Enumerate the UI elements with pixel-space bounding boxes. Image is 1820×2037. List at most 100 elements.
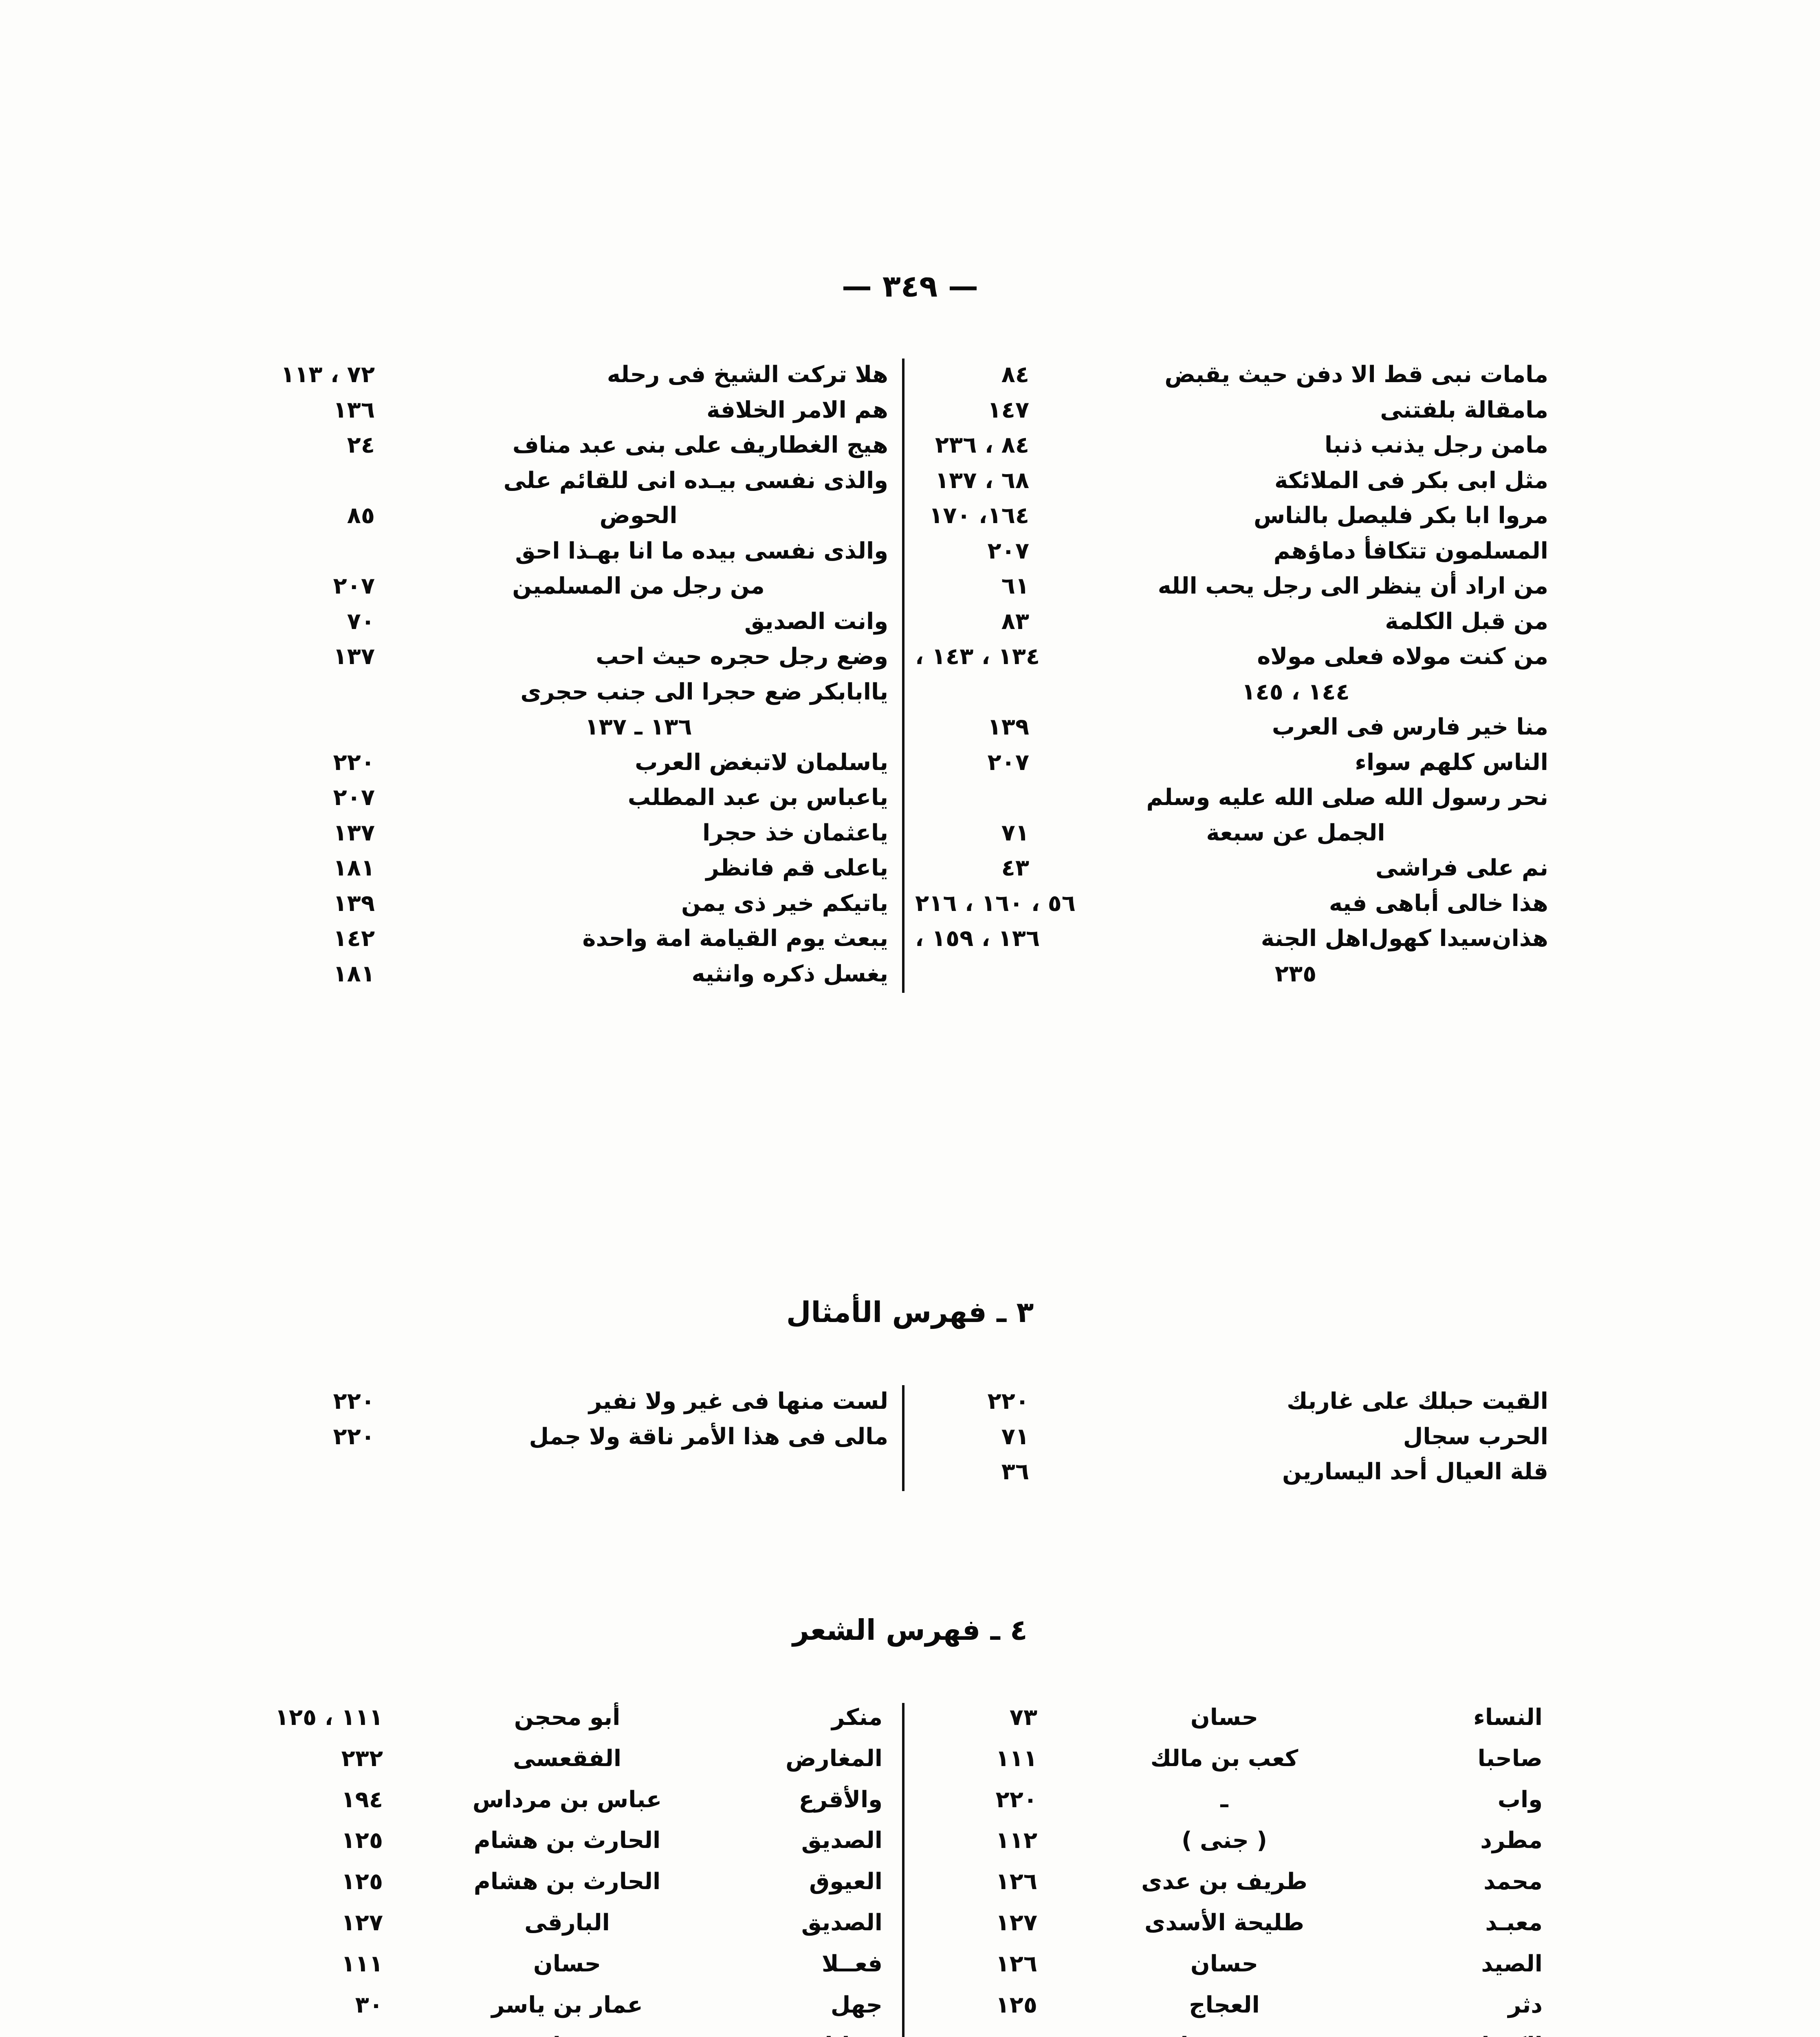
index-entry: والذى نفسى بيـده انى للقائم على	[261, 464, 888, 497]
poetry-entry-poet: طليحة الأسدى	[1144, 1909, 1304, 1936]
index-entry-continuation-text: الحوض	[599, 502, 678, 529]
index-entry: مامات نبى قط الا دفن حيث يقبض ٨٤	[915, 359, 1548, 391]
poetry-entry-rhyme: الصديق	[801, 1827, 882, 1854]
poetry-entry-poet: ـ	[1220, 1786, 1228, 1813]
poetry-entry-poet: حسان	[1190, 1950, 1259, 1977]
index-entry-text: الناس كلهم سواء	[1355, 749, 1548, 776]
poetry-entry-pages: ١٦٢	[261, 2031, 386, 2037]
index-entry: ياعثمان خذ حجرا ١٣٧	[261, 817, 888, 849]
index-entry-continuation: ١٣٦ ـ ١٣٧	[261, 711, 888, 744]
page-number: — ٣٤٩ —	[841, 269, 979, 304]
index-entry-text: المسلمون تتكافأ دماؤهم	[1273, 537, 1548, 564]
index-entry: ياابابكر ضع حجرا الى جنب حجرى	[261, 676, 888, 708]
poetry-section-heading: ٤ ـ فهرس الشعر	[792, 1613, 1028, 1647]
index-entry: مامقالة بلفتنى ١٤٧	[915, 394, 1548, 427]
hadith-index-left-column: هلا تركت الشيخ فى رحله ٧٢ ، ١١٣ هم الامر ا…	[261, 359, 904, 993]
index-entry-pages: ٢٤	[347, 432, 375, 459]
index-entry: هلا تركت الشيخ فى رحله ٧٢ ، ١١٣	[261, 359, 888, 391]
index-entry-text: مروا ابا بكر فليصل بالناس	[1254, 502, 1548, 529]
index-entry: وضع رجل حجره حيث احب ١٣٧	[261, 640, 888, 673]
index-entry-text: نم على فراشى	[1375, 855, 1548, 882]
poetry-entry-pages: ١٢٦	[995, 1868, 1037, 1895]
poetry-index-right-column: النساء حسان ٧٣ صاحبا كعب بن مالك ١١١ واب ـ ٢٢٠ مط…	[904, 1703, 1548, 2037]
poetry-index-left-column: منكر أبو محجن ١١١ ، ١٢٥ المغارض الفقعسى ٢٣٢ وا…	[261, 1703, 904, 2037]
index-entry: قلة العيال أحد اليسارين ٣٦	[915, 1456, 1548, 1488]
index-entry-pages: ٢٠٧	[333, 573, 375, 600]
poetry-entry-rhyme: الصيد	[1481, 1950, 1543, 1977]
index-entry-text: نحر رسول الله صلى الله عليه وسلم	[1146, 784, 1548, 811]
poetry-entry: الكبراشريح بن هانىء١٢٤	[915, 2031, 1548, 2037]
poetry-entry-pages: ١٢٧	[995, 1909, 1037, 1936]
index-entry-continuation: الحوض ٨٥	[261, 499, 888, 532]
poetry-entry-rhyme: العيوق	[809, 1868, 882, 1895]
poetry-entry-pages: ٢٢٠	[995, 1786, 1037, 1813]
index-entry-text: مالى فى هذا الأمر ناقة ولا جمل	[529, 1423, 888, 1450]
index-entry-pages: ١٣٧	[333, 643, 375, 670]
poetry-entry-rhyme: والأقرع	[799, 1786, 882, 1813]
index-entry: وانت الصديق ٧٠	[261, 605, 888, 638]
index-entry-continuation-text: ٢٣٥	[1274, 960, 1317, 987]
index-entry-text: وضع رجل حجره حيث احب	[596, 643, 888, 670]
index-entry-pages: ١٣٦	[333, 396, 375, 423]
index-entry-pages: ٢٠٧	[987, 749, 1029, 776]
poetry-entry-poet: طريف بن عدى	[1141, 1868, 1307, 1895]
index-entry: مروا ابا بكر فليصل بالناس ١٦٤، ١٧٠	[915, 499, 1548, 532]
poetry-entry: محمد طريف بن عدى ١٢٦	[915, 1867, 1548, 1897]
index-entry-continuation: الجمل عن سبعة ٧١	[915, 817, 1548, 849]
poetry-entry-rhyme: جهل	[830, 1991, 882, 2018]
index-entry-text: والذى نفسى بيـده انى للقائم على	[503, 467, 888, 494]
index-entry-pages: ٢٢٠	[333, 1388, 375, 1414]
index-entry: والذى نفسى بيده ما انا بهـذا احق	[261, 535, 888, 568]
poetry-entry-poet: الحارث بن هشام	[473, 1827, 661, 1854]
poetry-entry-rhyme: المغارض	[786, 1745, 882, 1772]
index-entry-pages: ١٦٤، ١٧٠	[929, 502, 1029, 529]
index-entry: من اراد أن ينظر الى رجل يحب الله ٦١	[915, 570, 1548, 603]
index-entry-pages: ١٤٢	[333, 925, 375, 952]
index-entry-pages: ٧٠	[347, 608, 375, 635]
index-entry-pages: ٧١	[1001, 1423, 1029, 1450]
index-entry-continuation-pages: ٧١	[1001, 819, 1029, 846]
index-entry-text: والذى نفسى بيده ما انا بهـذا احق	[515, 537, 888, 564]
index-entry: الناس كلهم سواء ٢٠٧	[915, 746, 1548, 779]
index-entry-text: الحرب سجال	[1403, 1423, 1548, 1450]
index-entry-pages: ١٣٤ ، ١٤٣ ،	[915, 643, 1040, 670]
poetry-entry: منكر أبو محجن ١١١ ، ١٢٥	[261, 1703, 888, 1733]
index-entry: ياتيكم خير ذى يمن ١٣٩	[261, 887, 888, 920]
poetry-entry-poet: حسان	[533, 1950, 601, 1977]
proverbs-index-block: القيت حبلك على غاربك ٢٢٠ الحرب سجال ٧١ قلة ا…	[261, 1385, 1548, 1491]
poetry-entry-poet: الفقعسى	[513, 1745, 622, 1772]
index-entry-pages: ٢٢٠	[987, 1388, 1029, 1414]
index-entry-pages: ٨٤ ، ٢٣٦	[935, 432, 1029, 459]
index-entry-pages: ٢٠٧	[987, 537, 1029, 564]
index-entry-text: ياتيكم خير ذى يمن	[681, 890, 888, 917]
index-entry-text: مامقالة بلفتنى	[1380, 396, 1548, 423]
poetry-entry-poet: أبو محجن	[514, 1704, 621, 1731]
poetry-entry-pages: ١٢٥	[995, 1991, 1037, 2018]
poetry-entry-rhyme: مطرد	[1480, 1827, 1543, 1854]
poetry-entry-pages: ١٢٥	[341, 1868, 383, 1895]
index-entry-continuation: ٢٣٥	[915, 958, 1548, 990]
poetry-entry: عفاناحسان١٦٢	[261, 2031, 888, 2037]
index-entry-pages: ١٨١	[333, 960, 375, 987]
poetry-entry-rhyme: صاحبا	[1477, 1745, 1543, 1772]
index-entry-continuation-text: الجمل عن سبعة	[1206, 819, 1385, 846]
index-entry-pages: ٤٣	[1001, 855, 1029, 882]
index-entry-pages: ٨٤	[1001, 361, 1029, 388]
index-entry: من كنت مولاه فعلى مولاه ١٣٤ ، ١٤٣ ،	[915, 640, 1548, 673]
poetry-entry: الصديق الحارث بن هشام ١٢٥	[261, 1826, 888, 1856]
poetry-entry-rhyme: دثر	[1508, 1991, 1543, 2018]
index-entry-text: مامن رجل يذنب ذنبا	[1324, 432, 1548, 459]
index-entry-text: هيج الغطاريف على بنى عبد مناف	[512, 432, 888, 459]
index-entry-pages: ١٣٧	[333, 819, 375, 846]
index-entry-text: مامات نبى قط الا دفن حيث يقبض	[1164, 361, 1548, 388]
poetry-entry-rhyme: عفانا	[748, 2031, 888, 2037]
index-entry-continuation-pages	[915, 958, 1033, 990]
index-entry-pages: ١٣٩	[333, 890, 375, 917]
index-entry: الحرب سجال ٧١	[915, 1421, 1548, 1453]
index-entry: منا خير فارس فى العرب ١٣٩	[915, 711, 1548, 744]
index-entry-text: لست منها فى غير ولا نفير	[588, 1388, 888, 1414]
index-entry-text: ياعثمان خذ حجرا	[702, 819, 888, 846]
poetry-entry-pages: ١١١	[995, 1745, 1037, 1772]
index-entry-pages: ٨٣	[1001, 608, 1029, 635]
